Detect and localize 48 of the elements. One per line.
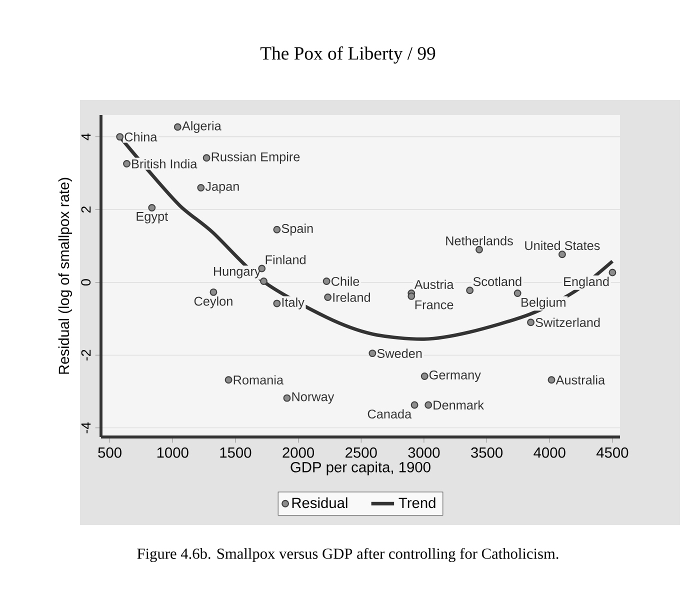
- annotation: Belgium: [522, 298, 566, 310]
- annotation: British India: [132, 159, 198, 168]
- x-tick-label: 1500: [220, 447, 252, 458]
- annotation: Algeria: [182, 121, 222, 133]
- caption: Figure 4.6b. Smallpox versus GDP after controlling for Catholicism.: [137, 548, 558, 562]
- x-tick-label: 2500: [346, 447, 377, 458]
- annotation: Japan: [205, 182, 239, 194]
- y-axis-title: Residual (log of smallpox rate): [58, 178, 72, 374]
- annotation: Switzerland: [536, 318, 600, 328]
- annotation: China: [124, 132, 158, 142]
- annotation: Ireland: [333, 292, 370, 302]
- annotation: Ceylon: [194, 296, 232, 308]
- annotation: Netherlands: [446, 236, 513, 246]
- y-tick-label: -4: [81, 422, 91, 434]
- x-tick-label: 2000: [282, 447, 314, 458]
- annotation: France: [415, 300, 454, 310]
- annotation: Scotland: [473, 276, 522, 286]
- annotation: Hungary: [214, 266, 261, 278]
- annotation: United States: [525, 240, 600, 250]
- x-axis-title: GDP per capita, 1900: [290, 462, 430, 476]
- annotation: Australia: [556, 375, 606, 385]
- annotation: Spain: [282, 224, 313, 236]
- legend-label: Residual: [292, 497, 348, 508]
- y-tick-label: 2: [81, 206, 91, 213]
- annotation: Denmark: [434, 400, 484, 410]
- x-tick-label: 3000: [408, 447, 440, 458]
- annotation: Finland: [266, 254, 306, 264]
- legend-label: Trend: [398, 497, 436, 508]
- annotation: Norway: [292, 392, 334, 404]
- x-tick-label: 4000: [534, 447, 566, 458]
- x-tick-label: 1000: [157, 447, 188, 458]
- text: The Pox of Liberty / 99: [260, 46, 436, 64]
- y-tick-label: -2: [81, 350, 91, 360]
- y-tick-label: 0: [81, 279, 91, 286]
- annotation: Canada: [368, 409, 412, 419]
- x-tick-label: 500: [98, 447, 122, 458]
- x-tick-label: 3500: [471, 447, 503, 458]
- annotation: Italy: [282, 298, 304, 310]
- annotation: Egypt: [136, 212, 168, 224]
- annotation: Austria: [414, 280, 454, 289]
- x-tick-label: 4500: [596, 447, 628, 458]
- annotation: England: [564, 276, 609, 289]
- y-tick-label: 4: [81, 133, 91, 140]
- annotation: Russian Empire: [212, 152, 300, 164]
- annotation: Romania: [234, 375, 284, 385]
- annotation: Chile: [331, 276, 360, 286]
- annotation: Sweden: [377, 348, 422, 358]
- annotation: Germany: [429, 370, 481, 382]
